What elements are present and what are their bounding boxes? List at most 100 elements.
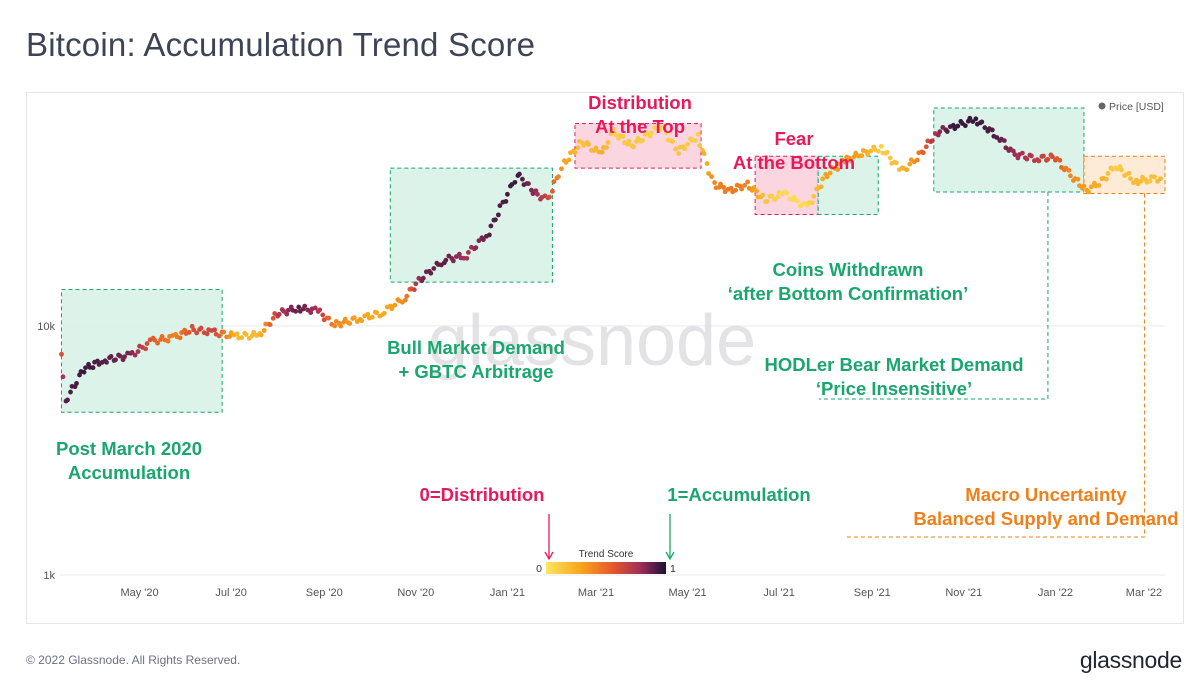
price-point bbox=[68, 389, 73, 395]
price-point bbox=[907, 161, 913, 167]
annotation-coins-withdrawn: Coins Withdrawn bbox=[773, 259, 924, 280]
price-point bbox=[944, 129, 950, 134]
page-title: Bitcoin: Accumulation Trend Score bbox=[26, 26, 536, 63]
price-point bbox=[165, 338, 171, 344]
price-point bbox=[216, 333, 222, 339]
price-point bbox=[450, 258, 456, 264]
price-point bbox=[1081, 183, 1087, 189]
price-point bbox=[695, 131, 701, 137]
price-point bbox=[929, 138, 935, 144]
price-point bbox=[1147, 178, 1153, 184]
price-point bbox=[661, 124, 666, 130]
price-point bbox=[1086, 189, 1091, 195]
price-point bbox=[775, 194, 781, 200]
price-point bbox=[586, 141, 591, 147]
price-point bbox=[212, 327, 218, 333]
price-point bbox=[887, 155, 893, 161]
price-point bbox=[1028, 153, 1034, 159]
price-point bbox=[644, 130, 650, 136]
price-point bbox=[369, 314, 375, 320]
price-point bbox=[973, 116, 979, 122]
price-point bbox=[1040, 153, 1046, 159]
annotation-one: 1=Accumulation bbox=[667, 484, 810, 505]
colorbar-max-label: 1 bbox=[670, 563, 676, 575]
price-point bbox=[572, 150, 578, 155]
price-point bbox=[351, 315, 357, 321]
price-point bbox=[296, 304, 302, 310]
price-point bbox=[692, 138, 698, 144]
price-point bbox=[824, 174, 830, 180]
price-point bbox=[1024, 156, 1030, 162]
price-point bbox=[673, 146, 678, 152]
annotation-fear-bottom: At the Bottom bbox=[733, 152, 855, 173]
price-point bbox=[1089, 184, 1094, 190]
price-point bbox=[811, 193, 817, 199]
price-point bbox=[820, 176, 826, 182]
price-point bbox=[261, 328, 267, 333]
price-point bbox=[347, 321, 353, 326]
price-point bbox=[59, 351, 64, 357]
price-point bbox=[342, 316, 348, 322]
price-point bbox=[794, 198, 800, 204]
price-point bbox=[243, 332, 249, 337]
price-point bbox=[739, 186, 745, 192]
price-point bbox=[769, 193, 775, 199]
price-point bbox=[117, 353, 123, 359]
x-tick-label: May '20 bbox=[120, 587, 158, 599]
price-point bbox=[631, 144, 636, 150]
glassnode-logo: glassnode bbox=[1079, 647, 1182, 673]
price-point bbox=[495, 212, 501, 218]
price-point bbox=[497, 203, 503, 209]
legend-marker bbox=[1098, 102, 1106, 110]
price-point bbox=[285, 307, 291, 313]
price-point bbox=[404, 293, 410, 299]
price-point bbox=[492, 217, 498, 223]
price-point bbox=[74, 380, 79, 386]
price-point bbox=[1012, 152, 1018, 157]
price-point bbox=[1104, 176, 1109, 182]
price-point bbox=[556, 174, 561, 180]
legend-label: Price [USD] bbox=[1109, 101, 1164, 113]
price-point bbox=[868, 148, 874, 154]
x-tick-label: Nov '20 bbox=[397, 587, 434, 599]
price-point bbox=[1001, 138, 1007, 144]
price-point bbox=[359, 318, 365, 324]
price-point bbox=[704, 161, 710, 166]
annotation-bull-market: + GBTC Arbitrage bbox=[398, 361, 553, 382]
price-point bbox=[764, 199, 770, 204]
price-point bbox=[649, 130, 654, 136]
x-tick-label: May '21 bbox=[668, 587, 706, 599]
price-point bbox=[742, 183, 748, 188]
annotation-zero: 0=Distribution bbox=[420, 484, 545, 505]
price-point bbox=[132, 352, 138, 358]
price-point bbox=[851, 154, 857, 160]
price-point bbox=[670, 139, 675, 144]
price-point bbox=[640, 137, 645, 143]
price-point bbox=[884, 149, 890, 155]
price-point bbox=[1068, 173, 1073, 179]
price-point bbox=[312, 305, 318, 311]
copyright-text: © 2022 Glassnode. All Rights Reserved. bbox=[26, 653, 241, 667]
price-point bbox=[113, 357, 118, 363]
price-point bbox=[827, 170, 833, 176]
price-point bbox=[60, 374, 66, 380]
price-point bbox=[411, 287, 417, 293]
price-point bbox=[1036, 158, 1042, 164]
annotation-distribution-top: Distribution bbox=[588, 93, 692, 113]
price-point bbox=[581, 143, 587, 148]
annotation-hodler: HODLer Bear Market Demand bbox=[764, 354, 1023, 375]
price-point bbox=[751, 185, 757, 191]
price-point bbox=[476, 238, 482, 244]
price-point bbox=[818, 184, 824, 190]
price-point bbox=[234, 331, 240, 337]
price-point bbox=[842, 159, 848, 165]
price-point bbox=[413, 281, 419, 287]
price-point bbox=[389, 306, 395, 312]
price-point bbox=[365, 311, 371, 317]
price-point bbox=[1158, 176, 1163, 182]
price-point bbox=[428, 270, 434, 276]
price-point bbox=[664, 130, 669, 136]
price-point bbox=[989, 127, 995, 133]
price-point bbox=[955, 123, 961, 129]
x-tick-label: Jan '22 bbox=[1038, 587, 1073, 599]
